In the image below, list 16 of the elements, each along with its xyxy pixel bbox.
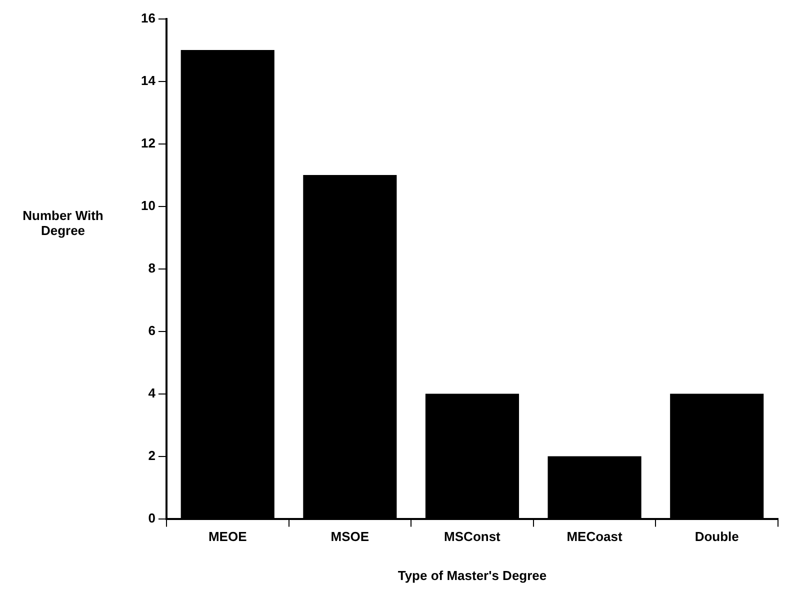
x-tick-label: MEOE [208,529,248,544]
y-tick-label: 4 [148,385,156,400]
x-tick-label: Double [694,529,739,544]
y-axis-title: Number With Degree [22,208,104,238]
x-axis-title: Type of Master's Degree [398,568,547,583]
y-tick-label: 16 [140,10,156,26]
y-tick-label: 0 [148,510,156,526]
y-tick-label: 6 [148,322,156,338]
y-tick-label: 2 [148,448,156,463]
x-tick-label: MSConst [444,529,502,544]
x-tick-label: MSOE [330,529,370,544]
y-tick-label: 8 [148,260,156,276]
y-tick-label: 10 [140,198,156,213]
y-tick-label: 12 [140,135,156,150]
x-tick-label: MECoast [566,529,624,544]
y-tick-label: 14 [140,72,156,88]
